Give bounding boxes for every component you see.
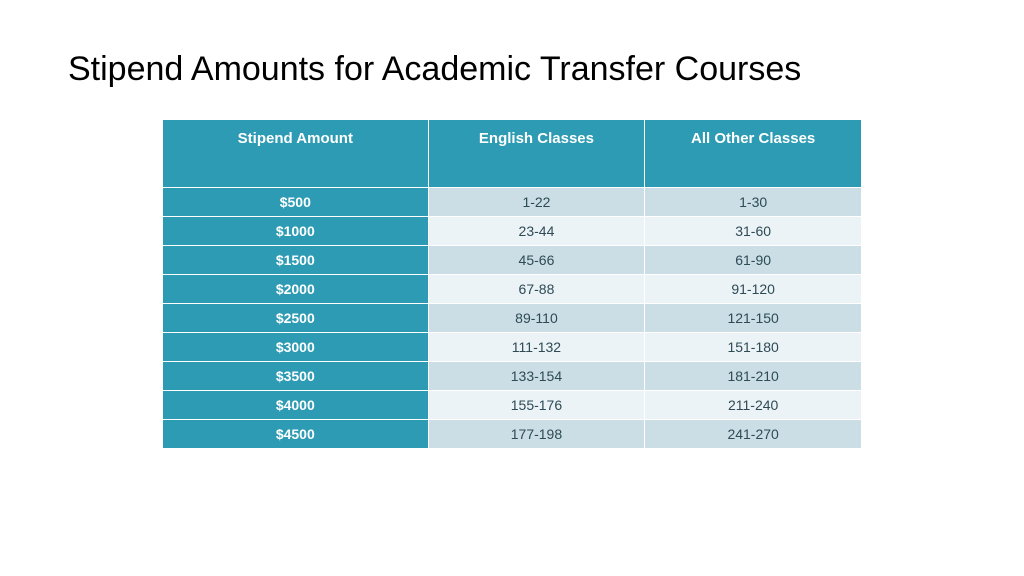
cell-stipend-amount: $1000 — [163, 217, 429, 246]
cell-stipend-amount: $4500 — [163, 420, 429, 449]
table-row: $4500177-198241-270 — [163, 420, 862, 449]
cell-english-classes: 67-88 — [428, 275, 645, 304]
cell-stipend-amount: $1500 — [163, 246, 429, 275]
cell-other-classes: 91-120 — [645, 275, 862, 304]
table-row: $150045-6661-90 — [163, 246, 862, 275]
table-row: $5001-221-30 — [163, 188, 862, 217]
cell-other-classes: 31-60 — [645, 217, 862, 246]
table-body: $5001-221-30$100023-4431-60$150045-6661-… — [163, 188, 862, 449]
table-container: Stipend Amount English Classes All Other… — [60, 119, 964, 449]
cell-stipend-amount: $3500 — [163, 362, 429, 391]
cell-other-classes: 211-240 — [645, 391, 862, 420]
table-row: $4000155-176211-240 — [163, 391, 862, 420]
table-row: $3000111-132151-180 — [163, 333, 862, 362]
table-row: $250089-110121-150 — [163, 304, 862, 333]
cell-stipend-amount: $2000 — [163, 275, 429, 304]
table-row: $3500133-154181-210 — [163, 362, 862, 391]
col-header-english: English Classes — [428, 120, 645, 188]
cell-other-classes: 1-30 — [645, 188, 862, 217]
page-title: Stipend Amounts for Academic Transfer Co… — [68, 50, 964, 89]
table-row: $100023-4431-60 — [163, 217, 862, 246]
cell-other-classes: 61-90 — [645, 246, 862, 275]
cell-other-classes: 151-180 — [645, 333, 862, 362]
cell-stipend-amount: $2500 — [163, 304, 429, 333]
cell-english-classes: 177-198 — [428, 420, 645, 449]
cell-other-classes: 181-210 — [645, 362, 862, 391]
cell-english-classes: 89-110 — [428, 304, 645, 333]
cell-stipend-amount: $500 — [163, 188, 429, 217]
cell-english-classes: 155-176 — [428, 391, 645, 420]
col-header-stipend: Stipend Amount — [163, 120, 429, 188]
cell-stipend-amount: $3000 — [163, 333, 429, 362]
cell-english-classes: 133-154 — [428, 362, 645, 391]
col-header-other: All Other Classes — [645, 120, 862, 188]
cell-other-classes: 121-150 — [645, 304, 862, 333]
cell-english-classes: 23-44 — [428, 217, 645, 246]
cell-stipend-amount: $4000 — [163, 391, 429, 420]
table-row: $200067-8891-120 — [163, 275, 862, 304]
cell-english-classes: 1-22 — [428, 188, 645, 217]
table-header-row: Stipend Amount English Classes All Other… — [163, 120, 862, 188]
cell-english-classes: 45-66 — [428, 246, 645, 275]
stipend-table: Stipend Amount English Classes All Other… — [162, 119, 862, 449]
cell-other-classes: 241-270 — [645, 420, 862, 449]
cell-english-classes: 111-132 — [428, 333, 645, 362]
